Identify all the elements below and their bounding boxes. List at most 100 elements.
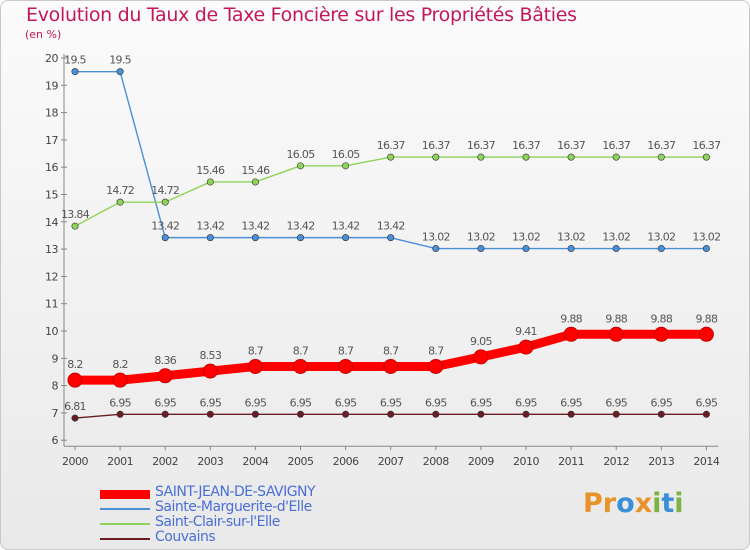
data-label: 6.95	[605, 396, 627, 409]
y-tick-label: 14	[45, 216, 58, 229]
chart-unit-label: (en %)	[25, 28, 62, 41]
data-label: 8.53	[199, 349, 221, 362]
y-tick-label: 8	[52, 380, 59, 393]
data-label: 9.88	[650, 312, 672, 325]
data-point	[202, 363, 218, 379]
data-point	[338, 358, 354, 374]
data-point	[342, 162, 350, 170]
data-label: 19.5	[109, 54, 131, 67]
y-tick-label: 15	[45, 189, 58, 202]
data-label: 13.42	[377, 220, 405, 233]
data-point	[567, 410, 575, 418]
data-point	[293, 358, 308, 374]
data-point	[116, 198, 124, 206]
data-point	[432, 245, 440, 253]
data-label: 13.02	[557, 231, 585, 244]
data-label: 8.7	[383, 344, 399, 357]
data-label: 13.42	[287, 220, 315, 233]
x-tick-label: 2012	[603, 455, 629, 468]
y-tick-label: 16	[45, 161, 58, 174]
data-point	[247, 358, 263, 374]
data-point	[477, 410, 485, 418]
data-point	[657, 245, 665, 253]
data-label: 16.05	[287, 148, 316, 161]
legend-swatch	[100, 489, 150, 499]
data-label: 9.88	[560, 312, 582, 325]
data-label: 13.42	[332, 220, 360, 233]
data-label: 9.05	[470, 335, 492, 348]
data-label: 8.2	[112, 358, 127, 371]
data-label: 6.95	[650, 396, 672, 409]
y-tick-label: 19	[45, 79, 58, 92]
x-tick-label: 2000	[62, 455, 88, 468]
data-label: 13.84	[61, 208, 90, 221]
data-label: 6.95	[515, 396, 537, 409]
data-point	[116, 68, 124, 76]
data-point	[522, 153, 530, 161]
legend-swatch	[100, 523, 150, 525]
data-point	[657, 153, 665, 161]
data-point	[342, 234, 350, 242]
data-label: 8.7	[248, 344, 264, 357]
data-label: 6.95	[290, 396, 312, 409]
y-tick-label: 20	[45, 52, 58, 65]
data-point	[567, 245, 575, 253]
y-tick-label: 18	[45, 107, 58, 120]
data-label: 6.95	[470, 396, 492, 409]
data-label: 9.88	[605, 312, 627, 325]
data-point	[112, 372, 128, 388]
data-label: 8.2	[67, 358, 82, 371]
data-point	[522, 410, 530, 418]
data-point	[251, 410, 259, 418]
proxiti-logo: Proxiti	[583, 488, 684, 519]
data-label: 6.95	[109, 396, 131, 409]
logo-letter: i	[674, 488, 684, 519]
data-label: 6.95	[425, 396, 447, 409]
x-tick-label: 2008	[423, 455, 449, 468]
data-label: 13.02	[512, 231, 540, 244]
y-tick-label: 10	[45, 325, 58, 338]
y-tick-label: 11	[45, 298, 58, 311]
data-point	[477, 245, 485, 253]
data-point	[296, 410, 304, 418]
legend-label: Couvains	[155, 529, 216, 545]
x-tick-label: 2007	[378, 455, 404, 468]
data-label: 15.46	[241, 164, 270, 177]
data-point	[432, 153, 440, 161]
logo-letter: i	[652, 488, 662, 519]
data-point	[702, 245, 710, 253]
chart-title: Evolution du Taux de Taxe Foncière sur l…	[26, 4, 577, 26]
data-label: 16.37	[467, 139, 496, 152]
data-label: 16.37	[512, 139, 541, 152]
data-point	[71, 414, 79, 422]
data-point	[296, 162, 304, 170]
data-point	[653, 326, 669, 342]
x-tick-label: 2002	[152, 455, 178, 468]
data-label: 16.37	[422, 139, 451, 152]
legend-label: Saint-Clair-sur-l'Elle	[155, 514, 280, 530]
x-tick-label: 2014	[693, 455, 719, 468]
data-point	[161, 410, 169, 418]
data-label: 6.95	[380, 396, 402, 409]
logo-letter: t	[661, 488, 675, 519]
data-point	[71, 222, 79, 230]
data-point	[251, 178, 259, 186]
x-tick-label: 2004	[242, 455, 268, 468]
data-point	[387, 410, 395, 418]
data-label: 8.7	[428, 344, 444, 357]
logo-letter: r	[602, 488, 617, 519]
data-label: 6.95	[199, 396, 221, 409]
data-label: 6.95	[560, 396, 582, 409]
data-label: 14.72	[151, 184, 179, 197]
y-tick-label: 7	[52, 407, 59, 420]
y-tick-label: 12	[45, 270, 58, 283]
data-label: 16.37	[557, 139, 586, 152]
data-point	[251, 234, 259, 242]
logo-letter: o	[616, 488, 635, 519]
data-point	[71, 68, 79, 76]
data-point	[428, 358, 444, 374]
data-point	[206, 234, 214, 242]
data-label: 13.42	[241, 220, 269, 233]
data-point	[161, 198, 169, 206]
